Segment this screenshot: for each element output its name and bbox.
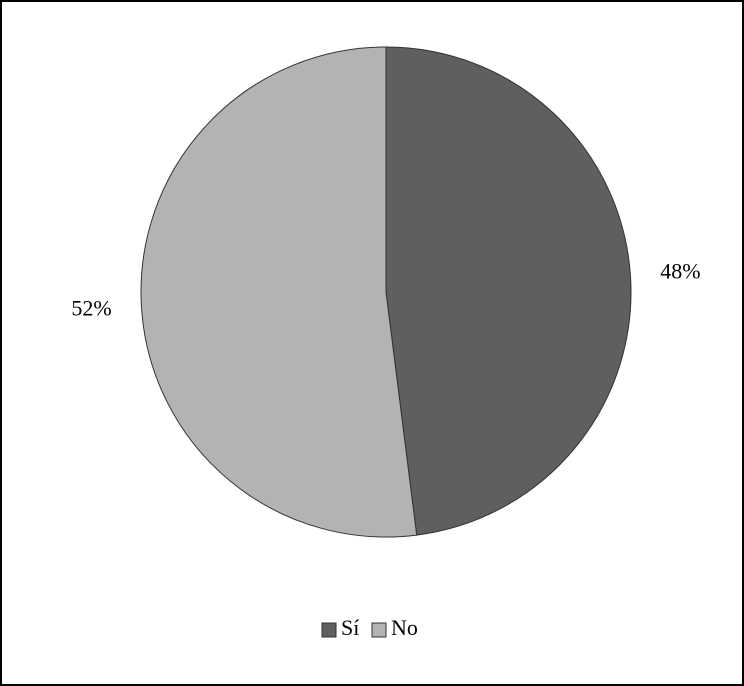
legend-label: No — [391, 615, 418, 640]
data-label: 48% — [660, 259, 700, 284]
pie-slice — [140, 46, 418, 538]
data-label: 52% — [71, 296, 111, 321]
legend-swatch — [321, 622, 337, 638]
legend-swatch — [371, 622, 387, 638]
legend-label: Sí — [341, 615, 359, 640]
pie-slice — [385, 46, 632, 536]
